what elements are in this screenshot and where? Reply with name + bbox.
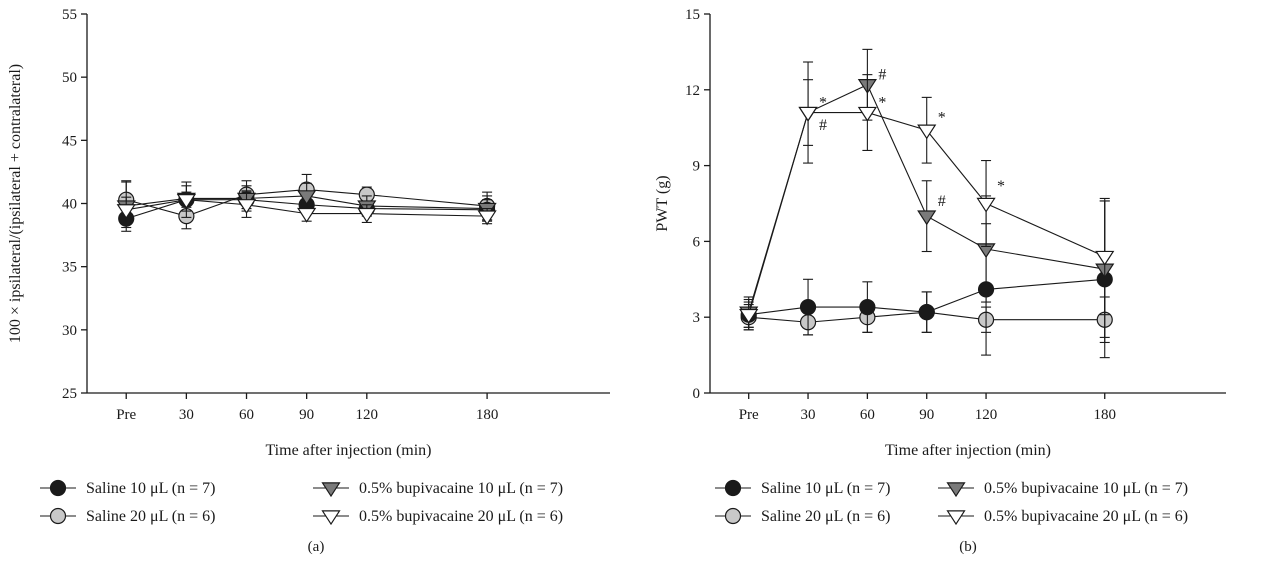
y-tick-label: 50: [62, 70, 77, 86]
x-tick-label: 30: [801, 407, 816, 423]
legend-label: Saline 10 μL (n = 7): [86, 480, 215, 497]
x-tick-label: 60: [239, 407, 254, 423]
legend-label: Saline 10 μL (n = 7): [761, 480, 890, 497]
x-tick-label: 120: [975, 407, 998, 423]
x-tick-label: 90: [919, 407, 934, 423]
x-tick-label: 120: [356, 407, 379, 423]
x-axis-label: Time after injection (min): [885, 442, 1051, 459]
significance-mark: *: [878, 94, 886, 111]
y-tick-label: 9: [693, 159, 701, 175]
y-axis-label: 100 × ipsilateral/(ipsilateral + contral…: [7, 64, 24, 343]
series-bupi20: [116, 181, 497, 226]
x-tick-label: 90: [299, 407, 314, 423]
significance-mark: *: [938, 110, 946, 127]
data-point: [236, 199, 257, 214]
x-tick-label: Pre: [116, 407, 136, 423]
y-tick-label: 0: [693, 386, 701, 402]
legend-marker: [49, 507, 67, 525]
y-tick-label: 12: [685, 83, 700, 99]
x-tick-label: 180: [476, 407, 499, 423]
series-line: [126, 199, 488, 220]
data-point: [116, 204, 136, 219]
significance-mark: #: [878, 67, 886, 84]
y-tick-label: 45: [62, 133, 77, 149]
legend-marker: [321, 482, 341, 498]
x-tick-label: 60: [860, 407, 875, 423]
legend-marker: [321, 510, 341, 526]
legend-label: 0.5% bupivacaine 20 μL (n = 6): [984, 508, 1188, 525]
chart-panel-a: 25 30 35 40 45 50 55 Pre 30 60 90 120 180 Time after …: [7, 7, 610, 555]
y-tick-label: 6: [693, 234, 701, 250]
legend-marker: [724, 479, 742, 497]
data-point: [798, 106, 818, 122]
significance-mark: *: [997, 178, 1005, 195]
legend-marker: [946, 510, 966, 526]
x-tick-label: 30: [179, 407, 194, 423]
y-tick-label: 25: [62, 386, 77, 402]
x-tick-label: 180: [1093, 407, 1116, 423]
legend-label: 0.5% bupivacaine 10 μL (n = 7): [984, 480, 1188, 497]
data-point: [176, 194, 196, 209]
significance-mark: #: [938, 193, 946, 210]
legend-label: 0.5% bupivacaine 20 μL (n = 6): [359, 508, 563, 525]
panel-label: (b): [959, 539, 977, 555]
data-point: [976, 197, 996, 213]
y-tick-label: 30: [62, 323, 77, 339]
legend-label: Saline 20 μL (n = 6): [761, 508, 890, 525]
series-line: [748, 278, 1105, 316]
y-tick-label: 15: [685, 7, 700, 23]
series-line: [748, 111, 1105, 315]
data-point: [918, 304, 935, 321]
series-line: [748, 311, 1105, 323]
data-point: [917, 124, 937, 140]
legend: Saline 10 μL (n = 7) Saline 20 μL (n = 6)…: [715, 479, 1188, 526]
series-line: [126, 195, 488, 210]
legend: Saline 10 μL (n = 7) Saline 20 μL (n = 6)…: [40, 479, 563, 526]
data-point: [739, 308, 759, 324]
chart-panel-b: 0 3 6 9 12 15 Pre 30 60 90 120 180 Time after inject…: [654, 7, 1226, 555]
x-tick-label: Pre: [739, 407, 759, 423]
legend-marker: [49, 479, 67, 497]
data-point: [917, 210, 937, 226]
y-axis-label: PWT (g): [654, 175, 671, 231]
data-point: [297, 207, 317, 223]
y-tick-label: 35: [62, 260, 77, 276]
legend-marker: [946, 482, 966, 498]
series-line: [126, 199, 488, 217]
data-point: [477, 210, 497, 226]
data-point: [857, 106, 877, 122]
x-axis-label: Time after injection (min): [265, 442, 431, 459]
data-point: [357, 207, 377, 223]
legend-marker: [724, 507, 742, 525]
panel-label: (a): [308, 539, 325, 555]
legend-label: 0.5% bupivacaine 10 μL (n = 7): [359, 480, 563, 497]
data-point: [799, 298, 817, 316]
y-tick-label: 40: [62, 197, 77, 213]
significance-mark: *: [819, 94, 827, 111]
significance-mark: #: [819, 117, 827, 134]
data-point: [297, 190, 317, 206]
y-tick-label: 55: [62, 7, 77, 23]
data-point: [859, 298, 876, 316]
legend-label: Saline 20 μL (n = 6): [86, 508, 215, 525]
series-bupi20: [739, 61, 1115, 331]
y-tick-label: 3: [693, 310, 701, 326]
data-point: [1095, 250, 1115, 266]
series-line: [126, 189, 488, 217]
